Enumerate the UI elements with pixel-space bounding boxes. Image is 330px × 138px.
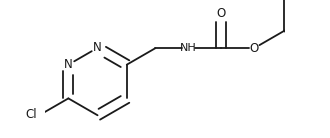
Text: Cl: Cl [26, 108, 38, 121]
Text: N: N [64, 58, 73, 71]
Text: N: N [93, 41, 102, 54]
Text: O: O [249, 42, 259, 55]
Text: NH: NH [180, 43, 197, 53]
Text: O: O [216, 7, 226, 20]
